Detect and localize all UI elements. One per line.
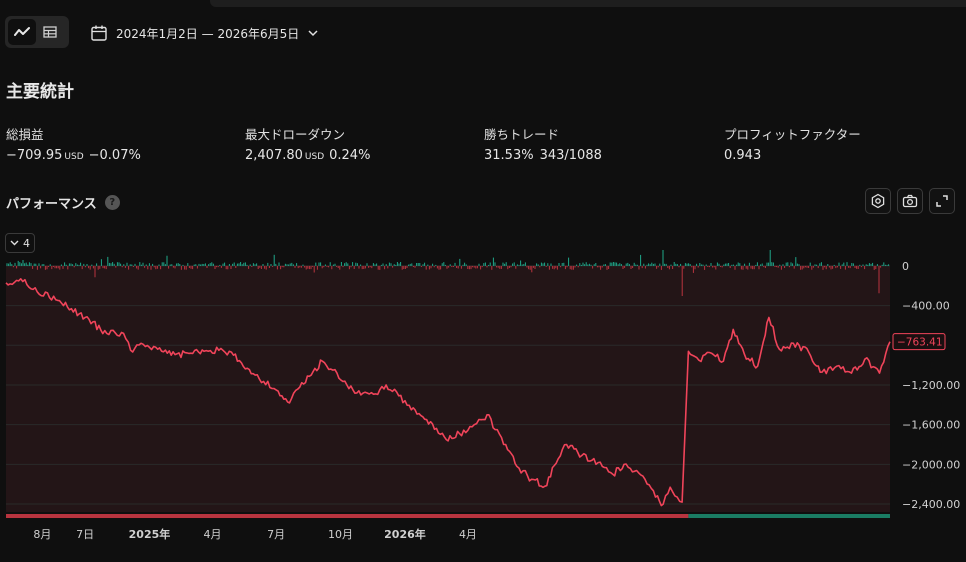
fullscreen-icon[interactable] [929, 188, 955, 214]
x-tick-label: 2026年 [384, 527, 426, 541]
stat-value: −709.95 [6, 148, 63, 163]
help-icon[interactable]: ? [104, 195, 120, 210]
stat-label: 勝ちトレード [484, 127, 560, 142]
performance-chart: 0 −400.00 −1,200.00 −1,600.00 −2,000.00 −2,40… [5, 250, 960, 541]
camera-icon[interactable] [897, 188, 923, 214]
stat-net-profit: 総損益 −709.95 USD −0.07% [6, 124, 141, 163]
stat-value: 2,407.80 [245, 148, 303, 163]
stat-unit: USD [64, 152, 84, 162]
stat-profit-factor: プロフィットファクター 0.943 [724, 124, 861, 163]
last-value-label: −763.41 [897, 337, 943, 349]
chevron-down-icon [308, 30, 318, 37]
date-range-picker[interactable]: 2024年1月2日 — 2026年6月5日 [90, 20, 319, 46]
equity-line [5, 278, 891, 507]
stat-label: プロフィットファクター [724, 127, 861, 142]
collapse-count: 4 [23, 236, 30, 250]
view-toggle [5, 16, 69, 48]
x-tick-label: 10月 [328, 528, 353, 541]
stat-label: 最大ドローダウン [245, 127, 346, 142]
calendar-icon [91, 25, 107, 41]
stat-max-drawdown: 最大ドローダウン 2,407.80 USD 0.24% [245, 124, 370, 163]
line-chart-icon[interactable] [8, 19, 36, 45]
chevron-down-icon [10, 240, 19, 246]
y-tick-label: −2,400.00 [902, 498, 960, 511]
loss-period-strip [6, 514, 689, 518]
x-tick-label: 4月 [203, 528, 221, 541]
y-tick-label: −1,200.00 [902, 379, 960, 392]
x-tick-label: 7月 [267, 528, 285, 541]
y-tick-label: −2,000.00 [902, 458, 960, 471]
drawdown-fill [6, 265, 890, 512]
performance-title: パフォーマンス ? [6, 193, 120, 212]
stat-label: 総損益 [6, 127, 44, 142]
x-tick-label: 4月 [459, 528, 477, 541]
date-range-text: 2024年1月2日 — 2026年6月5日 [116, 26, 300, 41]
x-tick-label: 2025年 [129, 527, 171, 541]
stat-winning-trades: 勝ちトレード 31.53% 343/1088 [484, 124, 602, 163]
table-icon[interactable] [36, 19, 64, 45]
performance-title-text: パフォーマンス [6, 197, 97, 212]
stat-extra: −0.07% [88, 148, 141, 163]
profit-period-strip [688, 514, 890, 518]
stat-extra: 343/1088 [539, 148, 602, 163]
stat-unit: USD [304, 152, 325, 162]
x-tick-label: 7日 [76, 528, 94, 541]
x-tick-label: 8月 [33, 528, 51, 541]
stat-value: 31.53% [484, 148, 534, 163]
collapse-toggle[interactable]: 4 [5, 233, 35, 253]
settings-hex-icon[interactable] [865, 188, 891, 214]
top-bar [210, 0, 966, 7]
y-tick-label: 0 [902, 260, 909, 273]
stat-extra: 0.24% [329, 148, 371, 163]
y-tick-label: −1,600.00 [902, 419, 960, 432]
last-value-box [892, 333, 946, 351]
summary-title: 主要統計 [6, 82, 74, 102]
y-tick-label: −400.00 [902, 300, 950, 313]
stat-value: 0.943 [724, 148, 762, 163]
